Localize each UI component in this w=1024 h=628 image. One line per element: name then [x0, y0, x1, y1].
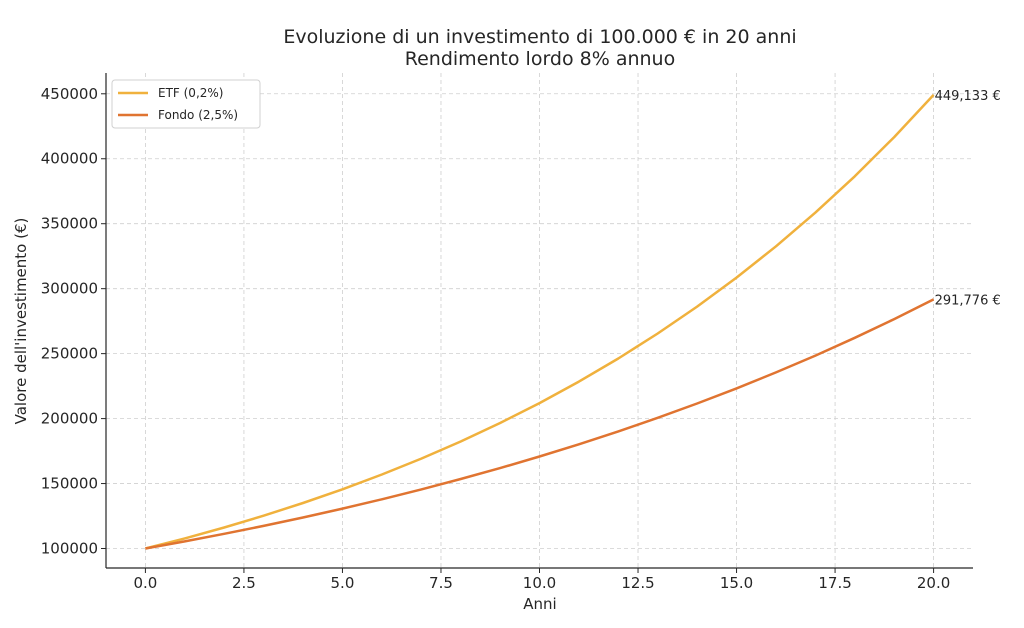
y-tick-label: 300000	[41, 280, 98, 298]
end-label-1: 291,776 €	[935, 293, 1001, 308]
x-tick-label: 2.5	[232, 574, 256, 592]
end-labels: 449,133 € 291,776 €	[935, 89, 1001, 308]
series-line-0	[145, 94, 935, 550]
y-tick-label: 400000	[41, 150, 98, 168]
grid	[106, 73, 973, 568]
x-tick-label: 17.5	[818, 574, 851, 592]
x-axis-ticks: 0.0 2.5 5.0 7.5 10.0 12.5 15.0 17.5 20.0	[133, 568, 950, 592]
legend-label-etf: ETF (0,2%)	[158, 86, 223, 100]
y-tick-label: 150000	[41, 475, 98, 493]
y-axis-ticks: 100000 150000 200000 250000 300000 350000 4000…	[41, 85, 106, 558]
chart-title: Evoluzione di un investimento di 100.000…	[283, 26, 796, 48]
x-tick-label: 15.0	[720, 574, 753, 592]
x-tick-label: 7.5	[429, 574, 453, 592]
y-tick-label: 350000	[41, 215, 98, 233]
y-tick-label: 450000	[41, 85, 98, 103]
series-line-1	[145, 298, 935, 550]
x-tick-label: 20.0	[917, 574, 950, 592]
x-tick-label: 12.5	[621, 574, 654, 592]
y-tick-label: 200000	[41, 410, 98, 428]
legend-box	[111, 79, 261, 129]
end-label-0: 449,133 €	[935, 89, 1001, 104]
x-tick-label: 10.0	[523, 574, 556, 592]
chart-subtitle: Rendimento lordo 8% annuo	[405, 48, 675, 70]
x-tick-label: 0.0	[133, 574, 157, 592]
y-axis-title: Valore dell'investimento (€)	[12, 218, 30, 425]
x-tick-label: 5.0	[331, 574, 355, 592]
y-tick-label: 100000	[41, 540, 98, 558]
legend: ETF (0,2%) Fondo (2,5%)	[111, 79, 261, 129]
series-lines	[145, 94, 935, 550]
legend-label-fondo: Fondo (2,5%)	[158, 108, 238, 122]
y-tick-label: 250000	[41, 345, 98, 363]
x-axis-title: Anni	[523, 595, 556, 613]
